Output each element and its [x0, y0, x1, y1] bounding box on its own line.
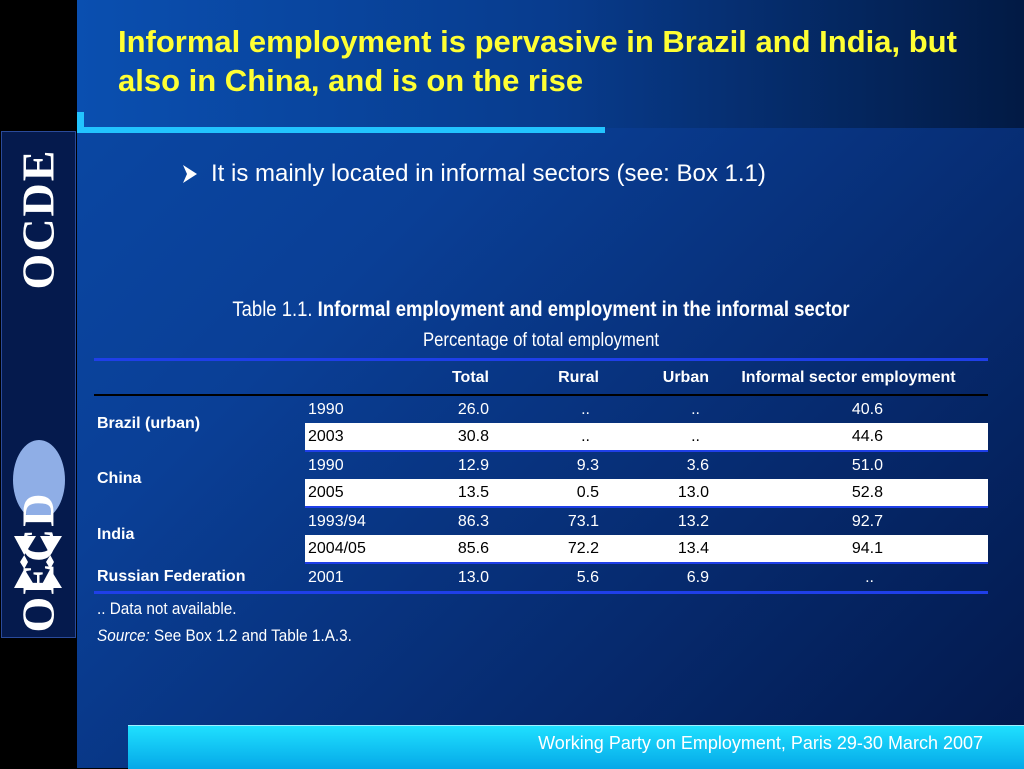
table-header-row: Total Rural Urban Informal sector employ… [94, 359, 988, 396]
total-cell: 26.0 [457, 400, 489, 418]
informal-cell: 51.0 [851, 456, 883, 474]
logo-circle-icon [13, 440, 65, 520]
table-subcaption: Percentage of total employment [422, 330, 660, 351]
year-cell: 1990 [308, 456, 344, 474]
year-cell: 2005 [305, 479, 400, 508]
table-row: Brazil (urban) 1990 26.0 .. .. 40.6 [94, 395, 988, 432]
informal-cell: 94.1 [717, 535, 988, 564]
urban-cell: 6.9 [686, 568, 709, 586]
table-source: Source: See Box 1.2 and Table 1.A.3. [97, 626, 352, 646]
title-background [77, 0, 1024, 128]
table-row: 2003 30.8 .. .. 44.6 [94, 423, 988, 452]
total-cell: 86.3 [457, 512, 489, 530]
country-cell: Brazil (urban) [97, 414, 201, 432]
table-row: China 1990 12.9 9.3 3.6 51.0 [94, 451, 988, 488]
logo-ocde-text: OCDE [12, 148, 64, 290]
accent-tick [77, 112, 84, 128]
informal-cell: 52.8 [717, 479, 988, 508]
informal-cell: 44.6 [717, 423, 988, 452]
logo-oecd-text: OECD [12, 491, 64, 633]
rural-cell: 0.5 [497, 479, 607, 508]
rural-cell: 73.1 [567, 512, 599, 530]
country-cell: Russian Federation [97, 568, 246, 585]
source-label: Source: [97, 626, 150, 645]
table-caption-title: Informal employment and employment in th… [317, 298, 850, 321]
total-cell: 12.9 [457, 456, 489, 474]
urban-cell: 13.4 [607, 535, 717, 564]
rural-cell: 9.3 [576, 456, 599, 474]
country-cell: China [97, 470, 142, 487]
arrow-bullet-icon [183, 165, 197, 183]
slide-title: Informal employment is pervasive in Braz… [118, 24, 957, 98]
table-row: 2005 13.5 0.5 13.0 52.8 [94, 479, 988, 508]
urban-cell: .. [691, 400, 700, 418]
rural-cell: 5.6 [576, 568, 599, 586]
header-year [305, 359, 400, 396]
accent-bar [77, 127, 605, 133]
table-note: .. Data not available. [97, 599, 237, 618]
table-row: 2004/05 85.6 72.2 13.4 94.1 [94, 535, 988, 564]
header-country [94, 359, 305, 396]
rural-cell: .. [581, 400, 590, 418]
urban-cell: 13.2 [677, 512, 709, 530]
header-rural: Rural [497, 359, 607, 396]
header-urban: Urban [607, 359, 717, 396]
table-row: India 1993/94 86.3 73.1 13.2 92.7 [94, 507, 988, 544]
header-informal-sector: Informal sector employment [717, 359, 988, 396]
table-row: Russian Federation 2001 13.0 5.6 6.9 .. [94, 563, 988, 593]
total-cell: 85.6 [400, 535, 497, 564]
rural-cell: .. [497, 423, 607, 452]
oecd-logo: OCDE OECD [1, 131, 76, 638]
footer-bar: Working Party on Employment, Paris 29-30… [128, 725, 1024, 769]
year-cell: 1993/94 [308, 512, 366, 530]
table-caption-prefix: Table 1.1. [232, 298, 313, 321]
data-table: Total Rural Urban Informal sector employ… [94, 358, 988, 594]
footer-text: Working Party on Employment, Paris 29-30… [538, 733, 983, 753]
year-cell: 1990 [308, 400, 344, 418]
source-text: See Box 1.2 and Table 1.A.3. [153, 626, 352, 645]
year-cell: 2004/05 [305, 535, 400, 564]
country-cell: India [97, 526, 135, 543]
informal-cell: 92.7 [851, 512, 883, 530]
logo-chevrons-icon [14, 536, 62, 588]
bullet-text: It is mainly located in informal sectors… [211, 160, 766, 187]
year-cell: 2003 [305, 423, 400, 452]
year-cell: 2001 [308, 568, 344, 586]
informal-cell: 40.6 [851, 400, 883, 418]
total-cell: 30.8 [400, 423, 497, 452]
table-caption: Table 1.1. Informal employment and emplo… [148, 298, 935, 322]
total-cell: 13.5 [400, 479, 497, 508]
bullet-point: It is mainly located in informal sectors… [183, 160, 766, 188]
urban-cell: .. [607, 423, 717, 452]
rural-cell: 72.2 [497, 535, 607, 564]
urban-cell: 13.0 [607, 479, 717, 508]
total-cell: 13.0 [457, 568, 489, 586]
header-total: Total [400, 359, 497, 396]
informal-cell: .. [865, 568, 874, 586]
urban-cell: 3.6 [686, 456, 709, 474]
